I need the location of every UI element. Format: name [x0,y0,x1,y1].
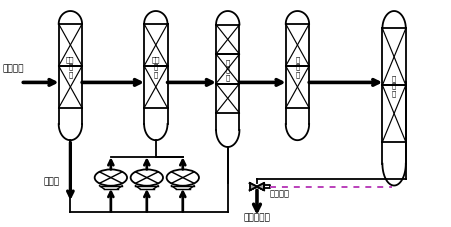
Polygon shape [250,183,257,190]
Text: 静电
除
焦: 静电 除 焦 [66,56,74,77]
Text: 去压缩工段: 去压缩工段 [244,213,271,222]
Text: 静电
除
焦: 静电 除 焦 [152,56,160,77]
Text: 气柜来气: 气柜来气 [3,64,24,73]
Text: 罗茱机: 罗茱机 [43,177,60,186]
Text: 手工调节: 手工调节 [270,188,290,197]
Text: 脱
硫
塔: 脱 硫 塔 [295,56,299,77]
Text: 冷
却
塔: 冷 却 塔 [226,59,230,80]
Polygon shape [257,183,264,190]
Text: 淡
洗
塔: 淡 洗 塔 [392,75,396,97]
